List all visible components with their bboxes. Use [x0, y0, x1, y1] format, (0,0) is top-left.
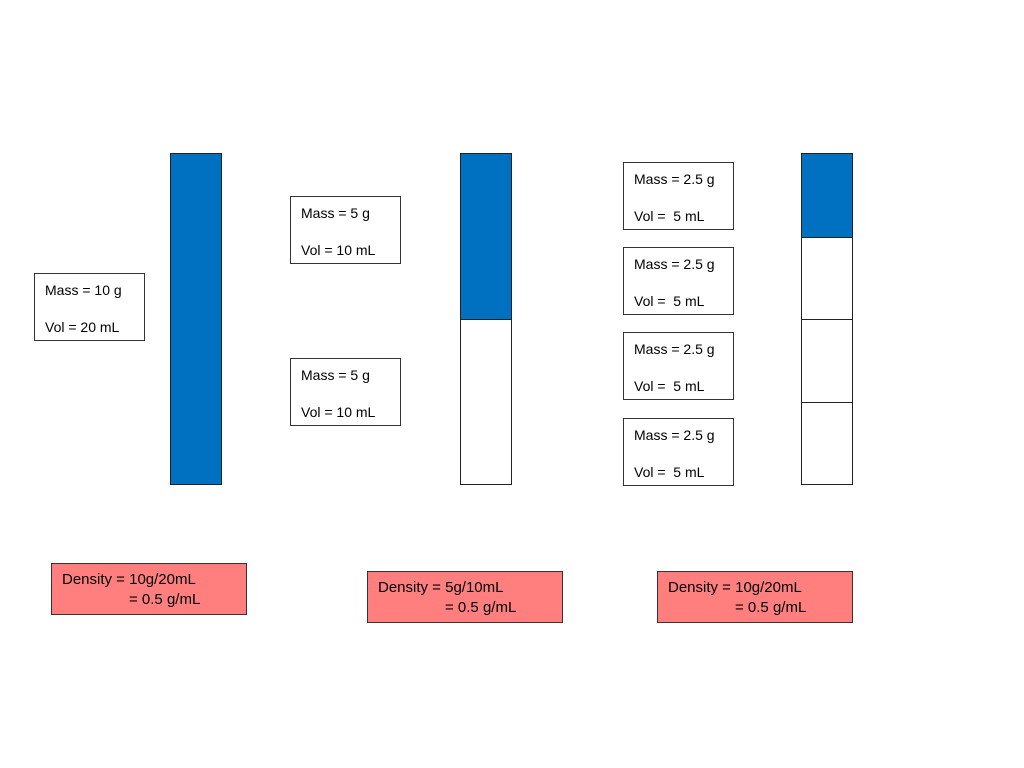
density-box: Density = 10g/20mL = 0.5 g/mL [657, 571, 853, 623]
tube-segment [802, 402, 852, 484]
volume-label: Vol = 5 mL [634, 293, 705, 309]
density-formula: Density = 5g/10mL [378, 579, 504, 596]
info-box: Mass = 2.5 g Vol = 5 mL [623, 332, 734, 400]
tube-segment [802, 237, 852, 319]
tube-fill [461, 154, 511, 319]
mass-label: Mass = 2.5 g [634, 171, 715, 187]
tube [170, 153, 222, 485]
mass-label: Mass = 2.5 g [634, 341, 715, 357]
density-result: = 0.5 g/mL [445, 599, 517, 616]
volume-label: Vol = 5 mL [634, 464, 705, 480]
info-box: Mass = 2.5 g Vol = 5 mL [623, 162, 734, 230]
volume-label: Vol = 20 mL [45, 319, 120, 335]
density-result: = 0.5 g/mL [129, 591, 201, 608]
volume-label: Vol = 10 mL [301, 242, 376, 258]
tube [460, 153, 512, 485]
density-formula: Density = 10g/20mL [668, 579, 802, 596]
density-box: Density = 10g/20mL = 0.5 g/mL [51, 563, 247, 615]
info-box: Mass = 2.5 g Vol = 5 mL [623, 247, 734, 315]
mass-label: Mass = 2.5 g [634, 427, 715, 443]
info-box: Mass = 5 g Vol = 10 mL [290, 196, 401, 264]
info-box: Mass = 2.5 g Vol = 5 mL [623, 418, 734, 486]
mass-label: Mass = 5 g [301, 367, 370, 383]
density-formula: Density = 10g/20mL [62, 571, 196, 588]
info-box: Mass = 10 g Vol = 20 mL [34, 273, 145, 341]
density-result: = 0.5 g/mL [735, 599, 807, 616]
tube [801, 153, 853, 485]
tube-segment [461, 319, 511, 484]
tube-segment [802, 319, 852, 402]
tube-fill [802, 154, 852, 237]
mass-label: Mass = 10 g [45, 282, 122, 298]
density-box: Density = 5g/10mL = 0.5 g/mL [367, 571, 563, 623]
tube-fill [171, 154, 221, 484]
mass-label: Mass = 5 g [301, 205, 370, 221]
volume-label: Vol = 5 mL [634, 208, 705, 224]
volume-label: Vol = 5 mL [634, 378, 705, 394]
mass-label: Mass = 2.5 g [634, 256, 715, 272]
volume-label: Vol = 10 mL [301, 404, 376, 420]
info-box: Mass = 5 g Vol = 10 mL [290, 358, 401, 426]
